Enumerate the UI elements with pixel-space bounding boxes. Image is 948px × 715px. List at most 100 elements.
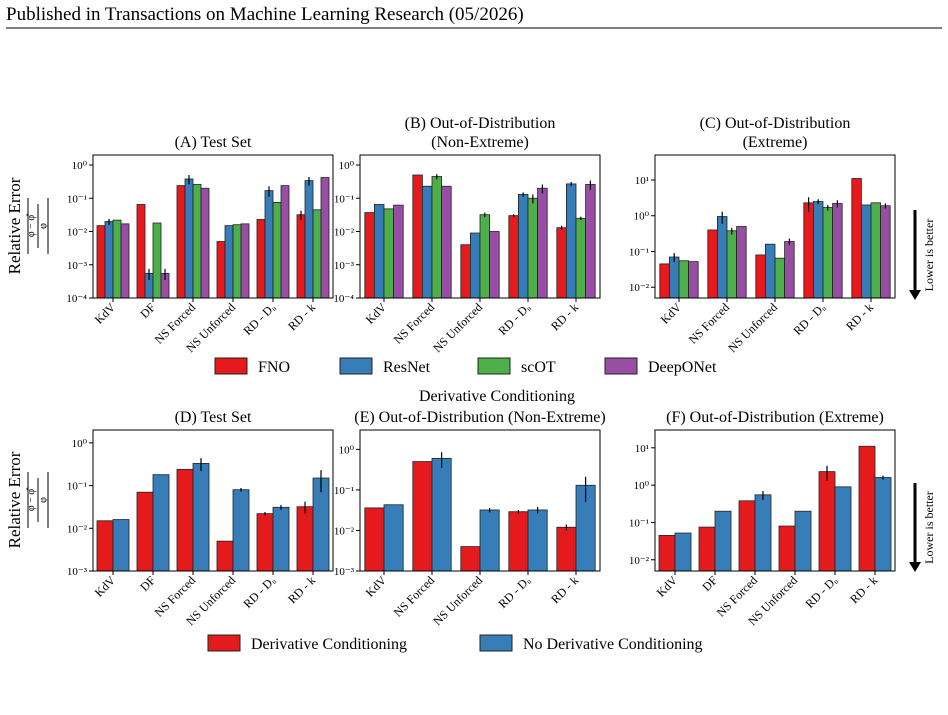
bar: [232, 489, 250, 572]
bar: [383, 504, 404, 572]
bar: [834, 486, 852, 572]
legend-label: ResNet: [383, 359, 431, 376]
chart-title: (D) Test Set: [175, 409, 252, 426]
x-tick-label: NS Unforced: [430, 573, 485, 628]
x-tick-label: NS Forced: [686, 300, 732, 346]
plot-frame: [92, 154, 334, 299]
x-tick-label: RD - Dᵤ: [495, 573, 533, 611]
bar: [184, 178, 194, 299]
bar: [364, 507, 385, 572]
bar: [152, 222, 162, 299]
x-tick-label: KdV: [654, 573, 681, 600]
bar: [373, 204, 385, 299]
bar: [460, 244, 471, 299]
chart-title: (E) Out-of-Distribution (Non-Extreme): [354, 409, 605, 426]
chart-title: (B) Out-of-Distribution: [405, 115, 556, 132]
x-tick-label: KdV: [92, 300, 119, 327]
x-tick-label: RD - k: [843, 300, 876, 333]
bar: [112, 519, 130, 572]
bar: [508, 511, 529, 572]
bar: [575, 217, 587, 299]
x-tick-label: KdV: [92, 573, 119, 600]
bar: [136, 491, 154, 572]
bar: [96, 225, 106, 299]
bar: [527, 197, 539, 299]
bar: [518, 194, 529, 299]
bar: [224, 225, 234, 299]
y-tick-label: 10⁰: [634, 211, 650, 223]
arrow-head: [909, 290, 921, 300]
bar: [765, 243, 776, 299]
x-tick-label: RD - k: [548, 573, 581, 606]
bar: [556, 227, 567, 299]
x-tick-label: NS Unforced: [725, 300, 780, 355]
bar: [280, 185, 290, 299]
x-tick-label: DF: [699, 573, 720, 594]
x-tick-label: DF: [137, 573, 158, 594]
legend-label: No Derivative Conditioning: [523, 636, 703, 653]
y-tick-label: 10⁻³: [334, 260, 355, 272]
bar: [803, 202, 814, 299]
bar: [441, 185, 452, 299]
y-tick-label: 10¹: [635, 175, 649, 187]
bar: [364, 212, 375, 299]
bar: [431, 176, 443, 299]
bar: [566, 183, 577, 299]
bar: [176, 468, 194, 572]
bar: [296, 214, 306, 299]
bar: [272, 202, 282, 299]
y-tick-label: 10⁻¹: [334, 485, 354, 497]
y-tick-label: 10⁻¹: [629, 517, 649, 529]
bar: [556, 526, 577, 572]
y-tick-label: 10⁰: [72, 160, 88, 172]
y-tick-label: 10⁻¹: [629, 246, 649, 258]
bar: [508, 215, 519, 299]
bar: [412, 174, 423, 299]
bar: [714, 510, 732, 572]
chart-title: (Non-Extreme): [431, 134, 529, 151]
y-tick-label: 10⁰: [339, 444, 355, 456]
legend-label: scOT: [521, 359, 556, 376]
x-tick-label: NS Forced: [391, 300, 437, 346]
legend-label: DeepONet: [648, 359, 717, 376]
bar: [861, 204, 872, 299]
legend-swatch: [339, 357, 373, 375]
x-tick-label: KdV: [363, 573, 390, 600]
bar: [832, 203, 843, 299]
bar: [794, 510, 812, 572]
bar: [460, 546, 481, 572]
y-tick-label: 10⁻²: [334, 227, 355, 239]
formula-denominator: φ: [38, 497, 49, 503]
bar: [136, 204, 146, 299]
bar: [383, 208, 395, 299]
bar: [96, 520, 114, 572]
y-tick-label: 10⁻³: [67, 566, 88, 578]
bar: [585, 184, 596, 299]
x-tick-label: RD - k: [285, 300, 318, 333]
note: Lower is better: [922, 491, 936, 564]
y-axis-label: Relative Error: [5, 177, 24, 274]
x-tick-label: KdV: [658, 300, 685, 327]
plot-frame: [654, 154, 896, 299]
y-tick-label: 10⁻⁴: [66, 293, 87, 305]
legend-swatch: [214, 357, 248, 375]
bar: [431, 457, 452, 572]
bar: [192, 184, 202, 299]
x-tick-label: RD - k: [548, 300, 581, 333]
bar: [176, 185, 186, 299]
bar: [858, 445, 876, 572]
bar: [393, 204, 404, 299]
x-tick-label: NS Unforced: [430, 300, 485, 355]
legend-swatch: [604, 357, 638, 375]
chart-title: (F) Out-of-Distribution (Extreme): [666, 409, 884, 426]
y-tick-label: 10¹: [635, 443, 649, 455]
bar: [688, 261, 699, 299]
bar: [851, 178, 862, 299]
bar: [778, 525, 796, 572]
bar: [717, 216, 728, 299]
bar: [774, 257, 786, 299]
bar: [726, 230, 738, 299]
bar: [256, 219, 266, 299]
bar: [479, 214, 491, 299]
bar: [669, 256, 680, 299]
